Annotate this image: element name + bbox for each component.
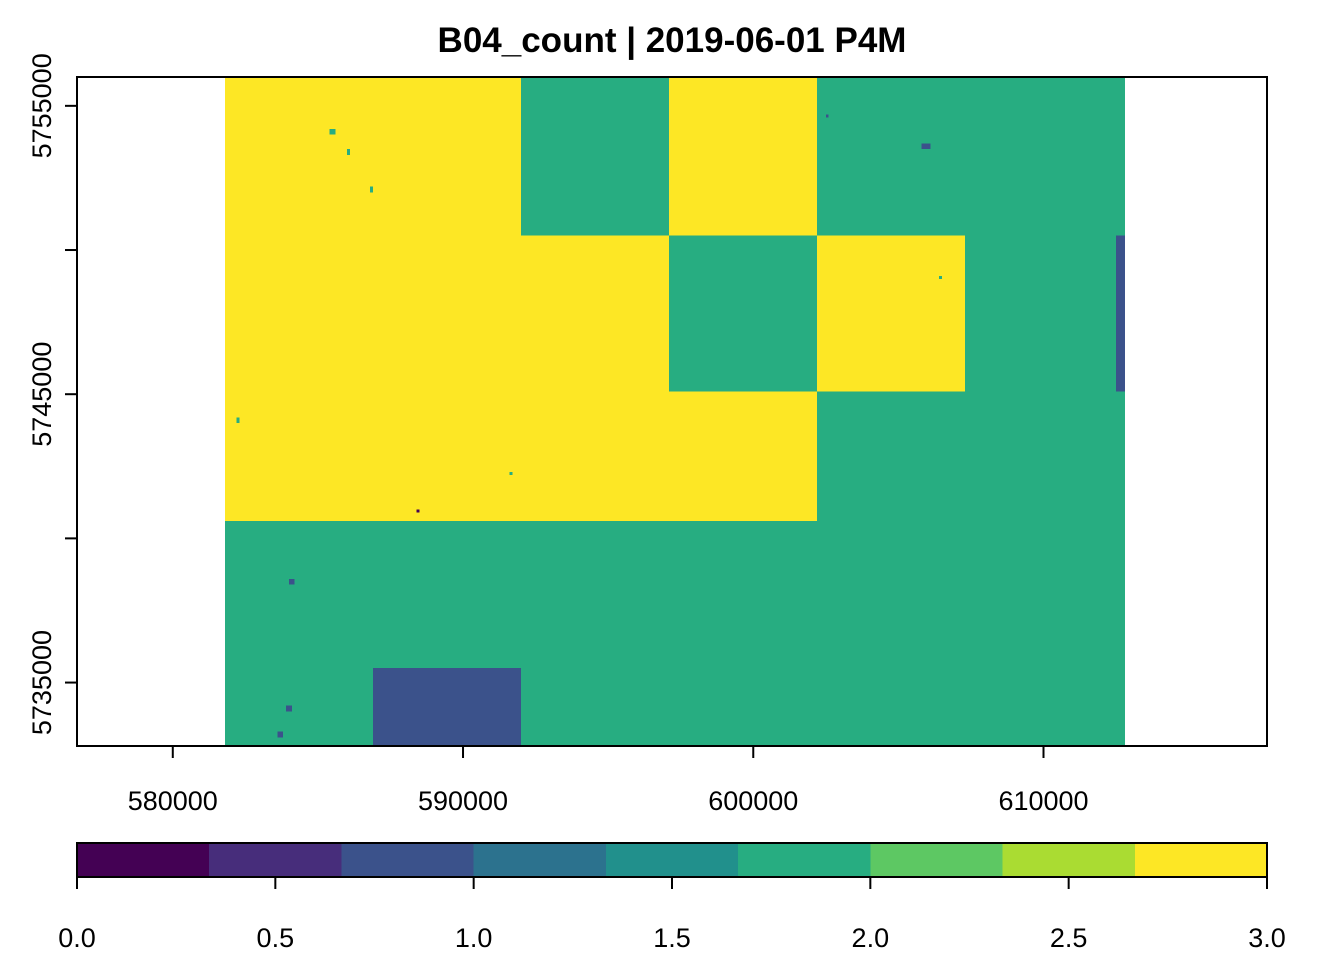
raster-tile-3 [669, 391, 818, 522]
raster-tile-14 [1116, 235, 1125, 392]
colorbar-tick-label-0: 0.0 [58, 923, 96, 953]
colorbar-bin-2 [209, 843, 343, 877]
y-axis: 5735000 5745000 5755000 [27, 53, 77, 735]
plot-frame [76, 76, 1268, 747]
raster-tile-1 [225, 77, 522, 522]
raster-speck-6 [921, 143, 931, 150]
raster-tile-6 [669, 77, 818, 236]
raster-speck-5 [277, 731, 284, 738]
colorbar-bin-5 [605, 843, 739, 877]
colorbar-tick-label-1.5: 1.5 [653, 923, 691, 953]
raster-tile-11 [817, 391, 1125, 522]
raster-speck-8 [825, 114, 829, 118]
raster-speck-3 [370, 186, 374, 193]
y-tick-label-5735000: 5735000 [27, 630, 57, 735]
raster-layer [225, 77, 1125, 746]
raster-tile-2 [521, 235, 670, 392]
colorbar-bin-1 [77, 843, 210, 877]
x-axis: 580000 590000 600000 610000 [128, 746, 1089, 816]
raster-tile-7 [817, 77, 1125, 236]
colorbar-bin-6 [738, 843, 871, 877]
raster-tile-5 [521, 77, 670, 236]
colorbar-bin-8 [1002, 843, 1136, 877]
colorbar-tick-label-0.5: 0.5 [257, 923, 295, 953]
colorbar-bin-9 [1134, 843, 1268, 877]
raster-tile-4 [521, 391, 670, 522]
colorbar-tick-label-1: 1.0 [455, 923, 493, 953]
colorbar-bin-4 [473, 843, 607, 877]
raster-speck-9 [416, 509, 420, 513]
colorbar-tick-label-3: 3.0 [1248, 923, 1286, 953]
x-tick-label-580000: 580000 [128, 786, 218, 816]
raster-tile-8 [669, 235, 818, 392]
x-tick-label-590000: 590000 [418, 786, 508, 816]
raster-speck-7 [288, 578, 295, 585]
colorbar-legend: 0.0 0.5 1.0 1.5 2.0 2.5 3.0 [58, 842, 1286, 953]
x-tick-label-610000: 610000 [998, 786, 1088, 816]
colorbar-bin-7 [870, 843, 1003, 877]
raster-speck-2 [346, 149, 350, 155]
colorbar-tick-label-2.5: 2.5 [1050, 923, 1088, 953]
raster-speck-12 [236, 417, 240, 424]
raster-tile-12 [225, 521, 1125, 746]
x-tick-label-600000: 600000 [708, 786, 798, 816]
raster-speck-11 [939, 275, 942, 279]
raster-tile-9 [817, 235, 966, 392]
colorbar-bin-3 [341, 843, 475, 877]
chart-title: B04_count | 2019-06-01 P4M [438, 21, 907, 60]
colorbar-tick-label-2: 2.0 [852, 923, 890, 953]
raster-speck-10 [509, 472, 513, 475]
raster-speck-1 [329, 128, 336, 135]
raster-tile-13 [373, 668, 522, 746]
y-tick-label-5755000: 5755000 [27, 53, 57, 158]
y-tick-label-5745000: 5745000 [27, 342, 57, 447]
raster-speck-4 [285, 705, 292, 712]
raster-tile-10 [965, 235, 1125, 392]
